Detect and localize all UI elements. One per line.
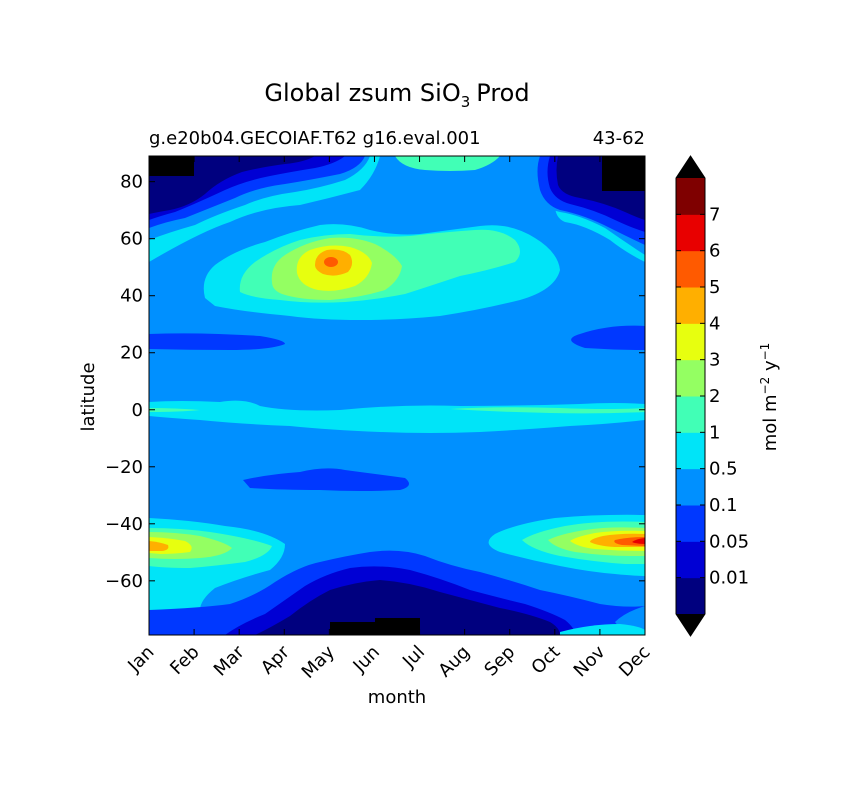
chart-title-suffix: Prod [476,79,529,107]
colorbar-outline [675,155,706,637]
x-tick-label: Aug [434,642,474,682]
colorbar-tick-label: 6 [709,241,720,262]
colorbar-tick-label: 1 [709,422,720,443]
colorbar-segment [676,577,705,615]
chart-title: Global zsum SiO3 Prod [264,79,529,111]
x-tick-label: May [298,641,339,682]
plot-frame [148,155,646,636]
colorbar-segment [676,432,705,470]
colorbar-label: mol m−2 y−1 [758,343,781,452]
x-tick-label: Jun [349,642,384,677]
y-axis-label: latitude [78,362,99,431]
colorbar-segment [676,287,705,324]
colorbar-segment [676,214,705,252]
contour-band-0.5-1-south-east-corner [560,624,645,635]
y-tick-label: 40 [120,286,143,307]
y-tick-label: −20 [105,457,143,478]
contour-band-below-min-nw [149,156,194,176]
y-axis: 80 60 40 20 0 −20 −40 −60 [105,172,645,592]
colorbar-segment [676,396,705,433]
contour-band-below-min-south-1 [330,622,375,635]
chart-title-subscript: 3 [461,93,471,111]
contour-band-0.05-0.1-20N-west [149,333,285,350]
colorbar-tick-label: 3 [709,350,720,371]
colorbar-ticks: 0.01 0.05 0.1 0.5 1 2 3 4 5 6 7 [676,204,749,589]
colorbar-tick-label: 0.05 [709,531,749,552]
x-axis-label: month [368,687,426,708]
colorbar-tick-label: 5 [709,277,720,298]
colorbar [675,155,706,637]
contour-band-0.05-0.1-20N-east [571,325,645,350]
contour-band-6-7-south-east-peak [632,538,645,544]
y-tick-label: 80 [120,172,143,193]
x-tick-label: Jul [398,642,429,673]
x-tick-label: Sep [480,642,519,681]
colorbar-extend-max [676,156,705,178]
y-tick-label: −40 [105,514,143,535]
contour-band-under-0.01-antarctic [255,580,560,635]
x-tick-label: Mar [210,641,249,680]
contour-band-4-5-south-west [149,541,169,551]
contour-field [149,156,645,635]
colorbar-segment [676,541,705,579]
contour-band-below-min-ne [602,156,645,191]
chart-title-main: Global zsum SiO [264,79,460,107]
colorbar-tick-label: 2 [709,386,720,407]
colorbar-tick-label: 0.5 [709,459,738,480]
x-tick-label: Dec [615,642,654,681]
colorbar-extend-min [676,614,705,636]
contour-band-1-2-north-arctic [395,156,500,171]
contour-band-below-min-south-2 [375,618,420,635]
colorbar-tick-label: 7 [709,204,720,225]
contour-band-5-6-south-east [614,537,645,546]
subtitle-year-range: 43-62 [593,128,645,149]
contour-band-1-2-equator-west [149,408,200,412]
colorbar-segment [676,359,705,397]
subtitle-run-name: g.e20b04.GECOIAF.T62 g16.eval.001 [149,128,481,149]
y-tick-label: −60 [105,571,143,592]
x-tick-label: Jan [123,642,158,677]
y-tick-label: 0 [132,400,143,421]
x-tick-label: Oct [527,642,564,679]
contour-band-0.05-0.1-20S [243,468,409,491]
colorbar-segment [676,505,705,542]
colorbar-tick-label: 4 [709,313,720,334]
colorbar-segment [676,178,705,215]
x-tick-label: Apr [257,641,294,678]
colorbar-label-prefix: mol m [760,394,781,451]
colorbar-segment [676,323,705,361]
y-tick-label: 60 [120,229,143,250]
colorbar-tick-label: 0.01 [709,568,749,589]
x-tick-label: Nov [570,641,610,681]
contour-band-1-2-equator-east [450,407,645,414]
colorbar-segment [676,250,705,288]
colorbar-label-mid: y [760,360,781,377]
colorbar-label-exponent-2: −1 [758,343,772,361]
contour-band-5-6-north-peak [324,257,338,267]
colorbar-segment [676,468,705,506]
colorbar-tick-label: 0.1 [709,495,738,516]
colorbar-label-exponent-1: −2 [758,377,772,395]
x-tick-label: Feb [166,642,203,679]
y-tick-label: 20 [120,343,143,364]
